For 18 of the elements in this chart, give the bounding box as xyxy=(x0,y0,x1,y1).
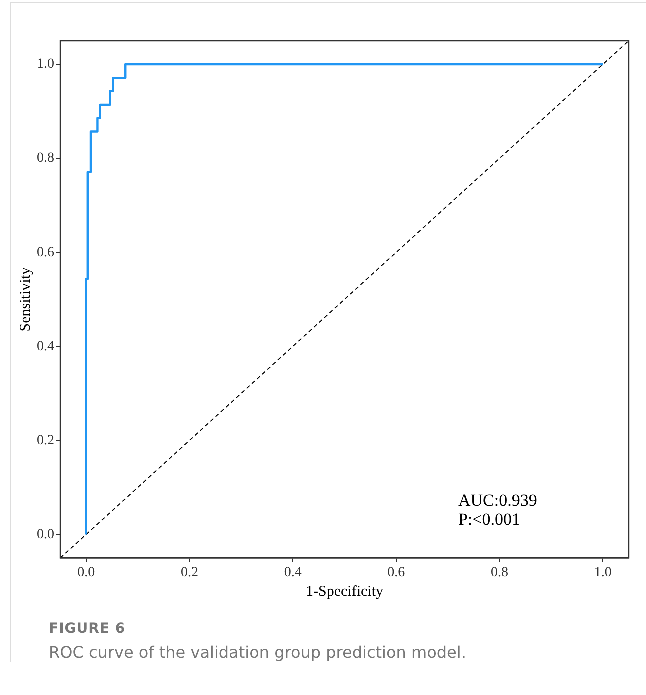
x-tick-label: 0.2 xyxy=(180,565,198,580)
x-tick-label: 0.8 xyxy=(491,565,509,580)
x-tick-label: 0.4 xyxy=(284,565,302,580)
y-tick-label: 0.4 xyxy=(37,339,54,354)
x-tick-label: 0.0 xyxy=(78,565,96,580)
text: ROC curve of the validation group prediction model. xyxy=(49,643,468,662)
y-tick-label: 0.6 xyxy=(37,245,54,260)
y-tick-label: 0.2 xyxy=(37,433,54,448)
y-tick-label: 0.0 xyxy=(37,527,54,542)
x-tick-label: 0.6 xyxy=(388,565,406,580)
annotation: AUC:0.939 xyxy=(458,491,538,510)
text: FIGURE 6 xyxy=(49,621,127,637)
y-axis-title: Sensitivity xyxy=(18,267,34,332)
annotation: P:<0.001 xyxy=(458,510,520,530)
y-tick-label: 1.0 xyxy=(37,57,54,72)
x-tick-label: 1.0 xyxy=(594,565,612,580)
x-axis-title: 1-Specificity xyxy=(306,584,384,600)
y-tick-label: 0.8 xyxy=(37,151,54,166)
